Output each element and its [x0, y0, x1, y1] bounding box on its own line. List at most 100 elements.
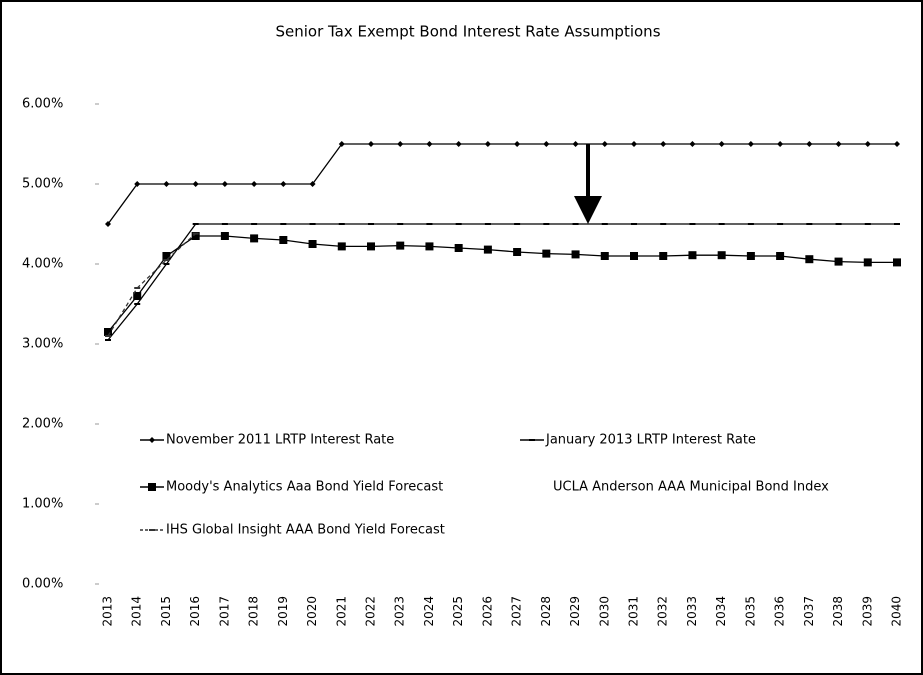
marker [600, 252, 609, 260]
marker [309, 181, 316, 187]
x-tick-label: 2017 [217, 596, 231, 627]
chart-title: Senior Tax Exempt Bond Interest Rate Ass… [275, 23, 660, 41]
marker [455, 141, 462, 147]
marker [484, 141, 491, 147]
x-tick-label: 2024 [422, 596, 436, 627]
marker [134, 181, 141, 187]
marker [514, 141, 521, 147]
marker [543, 141, 550, 147]
marker [688, 251, 697, 260]
x-tick-label: 2015 [159, 596, 173, 627]
marker [251, 181, 258, 187]
marker [133, 292, 142, 300]
x-tick-label: 2037 [802, 596, 816, 627]
x-tick-label: 2030 [597, 596, 611, 627]
marker [308, 240, 317, 248]
x-tick-label: 2040 [890, 596, 904, 627]
y-tick-label: 4.00% [22, 257, 63, 272]
marker [396, 241, 405, 250]
marker [542, 249, 551, 258]
x-tick-label: 2016 [188, 596, 202, 627]
y-tick-label: 6.00% [22, 97, 63, 112]
marker [337, 242, 346, 251]
x-tick-label: 2033 [685, 596, 699, 627]
y-tick-label: 5.00% [22, 177, 63, 192]
marker [806, 141, 813, 147]
marker [747, 141, 754, 147]
marker [280, 181, 287, 187]
legend-item: January 2013 LRTP Interest Rate [520, 433, 756, 448]
x-tick-label: 2036 [773, 596, 787, 627]
marker [426, 141, 433, 147]
marker [601, 141, 608, 147]
marker [367, 242, 375, 251]
x-tick-label: 2029 [568, 596, 582, 627]
marker [894, 141, 900, 147]
marker [572, 141, 579, 147]
y-tick-label: 0.00% [22, 577, 63, 592]
x-tick-label: 2039 [860, 596, 874, 627]
marker [689, 141, 696, 147]
marker [191, 232, 200, 240]
marker [660, 141, 667, 147]
marker [220, 232, 229, 240]
marker [105, 221, 111, 227]
x-tick-label: 2038 [831, 596, 845, 627]
series-line [107, 233, 197, 337]
x-tick-label: 2023 [393, 596, 407, 627]
x-tick-label: 2019 [276, 596, 290, 627]
legend-label: November 2011 LRTP Interest Rate [166, 433, 394, 448]
marker [718, 141, 725, 147]
legend-item: November 2011 LRTP Interest Rate [140, 433, 394, 448]
marker [776, 252, 785, 260]
series-line [107, 235, 897, 333]
marker [192, 181, 199, 187]
x-tick-label: 2022 [364, 596, 378, 627]
marker [630, 252, 638, 260]
legend-item: IHS Global Insight AAA Bond Yield Foreca… [140, 523, 445, 538]
x-tick-label: 2031 [627, 596, 641, 627]
marker [368, 141, 374, 147]
marker [338, 141, 345, 147]
x-tick-label: 2025 [451, 596, 465, 627]
marker [279, 236, 288, 244]
x-tick-label: 2032 [656, 596, 670, 627]
marker [746, 252, 755, 260]
marker [250, 234, 259, 243]
marker [893, 258, 901, 267]
legend-marker [148, 483, 156, 491]
x-tick-label: 2026 [480, 596, 494, 627]
series-line [107, 223, 897, 341]
marker [835, 141, 842, 147]
marker [162, 252, 171, 260]
marker [631, 141, 637, 147]
marker [863, 258, 872, 267]
legend-item: Moody's Analytics Aaa Bond Yield Forecas… [140, 480, 443, 495]
series-line [107, 143, 897, 225]
legend-item: UCLA Anderson AAA Municipal Bond Index [553, 480, 829, 495]
marker [805, 255, 814, 264]
x-tick-label: 2028 [539, 596, 553, 627]
arrow [574, 144, 602, 224]
marker [571, 250, 580, 259]
marker [717, 251, 726, 260]
legend-label: UCLA Anderson AAA Municipal Bond Index [553, 480, 829, 495]
x-tick-label: 2020 [305, 596, 319, 627]
x-tick-label: 2018 [247, 596, 261, 627]
x-tick-label: 2027 [510, 596, 524, 627]
marker [163, 181, 170, 187]
y-tick-label: 1.00% [22, 497, 63, 512]
marker [834, 257, 843, 266]
legend-label: Moody's Analytics Aaa Bond Yield Forecas… [166, 480, 443, 495]
marker [104, 328, 112, 336]
x-tick-label: 2035 [743, 596, 757, 627]
marker [483, 245, 492, 254]
x-tick-label: 2021 [334, 596, 348, 627]
marker [659, 252, 668, 260]
y-tick-label: 2.00% [22, 417, 63, 432]
legend-marker [149, 437, 155, 443]
marker [777, 141, 784, 147]
y-tick-label: 3.00% [22, 337, 63, 352]
